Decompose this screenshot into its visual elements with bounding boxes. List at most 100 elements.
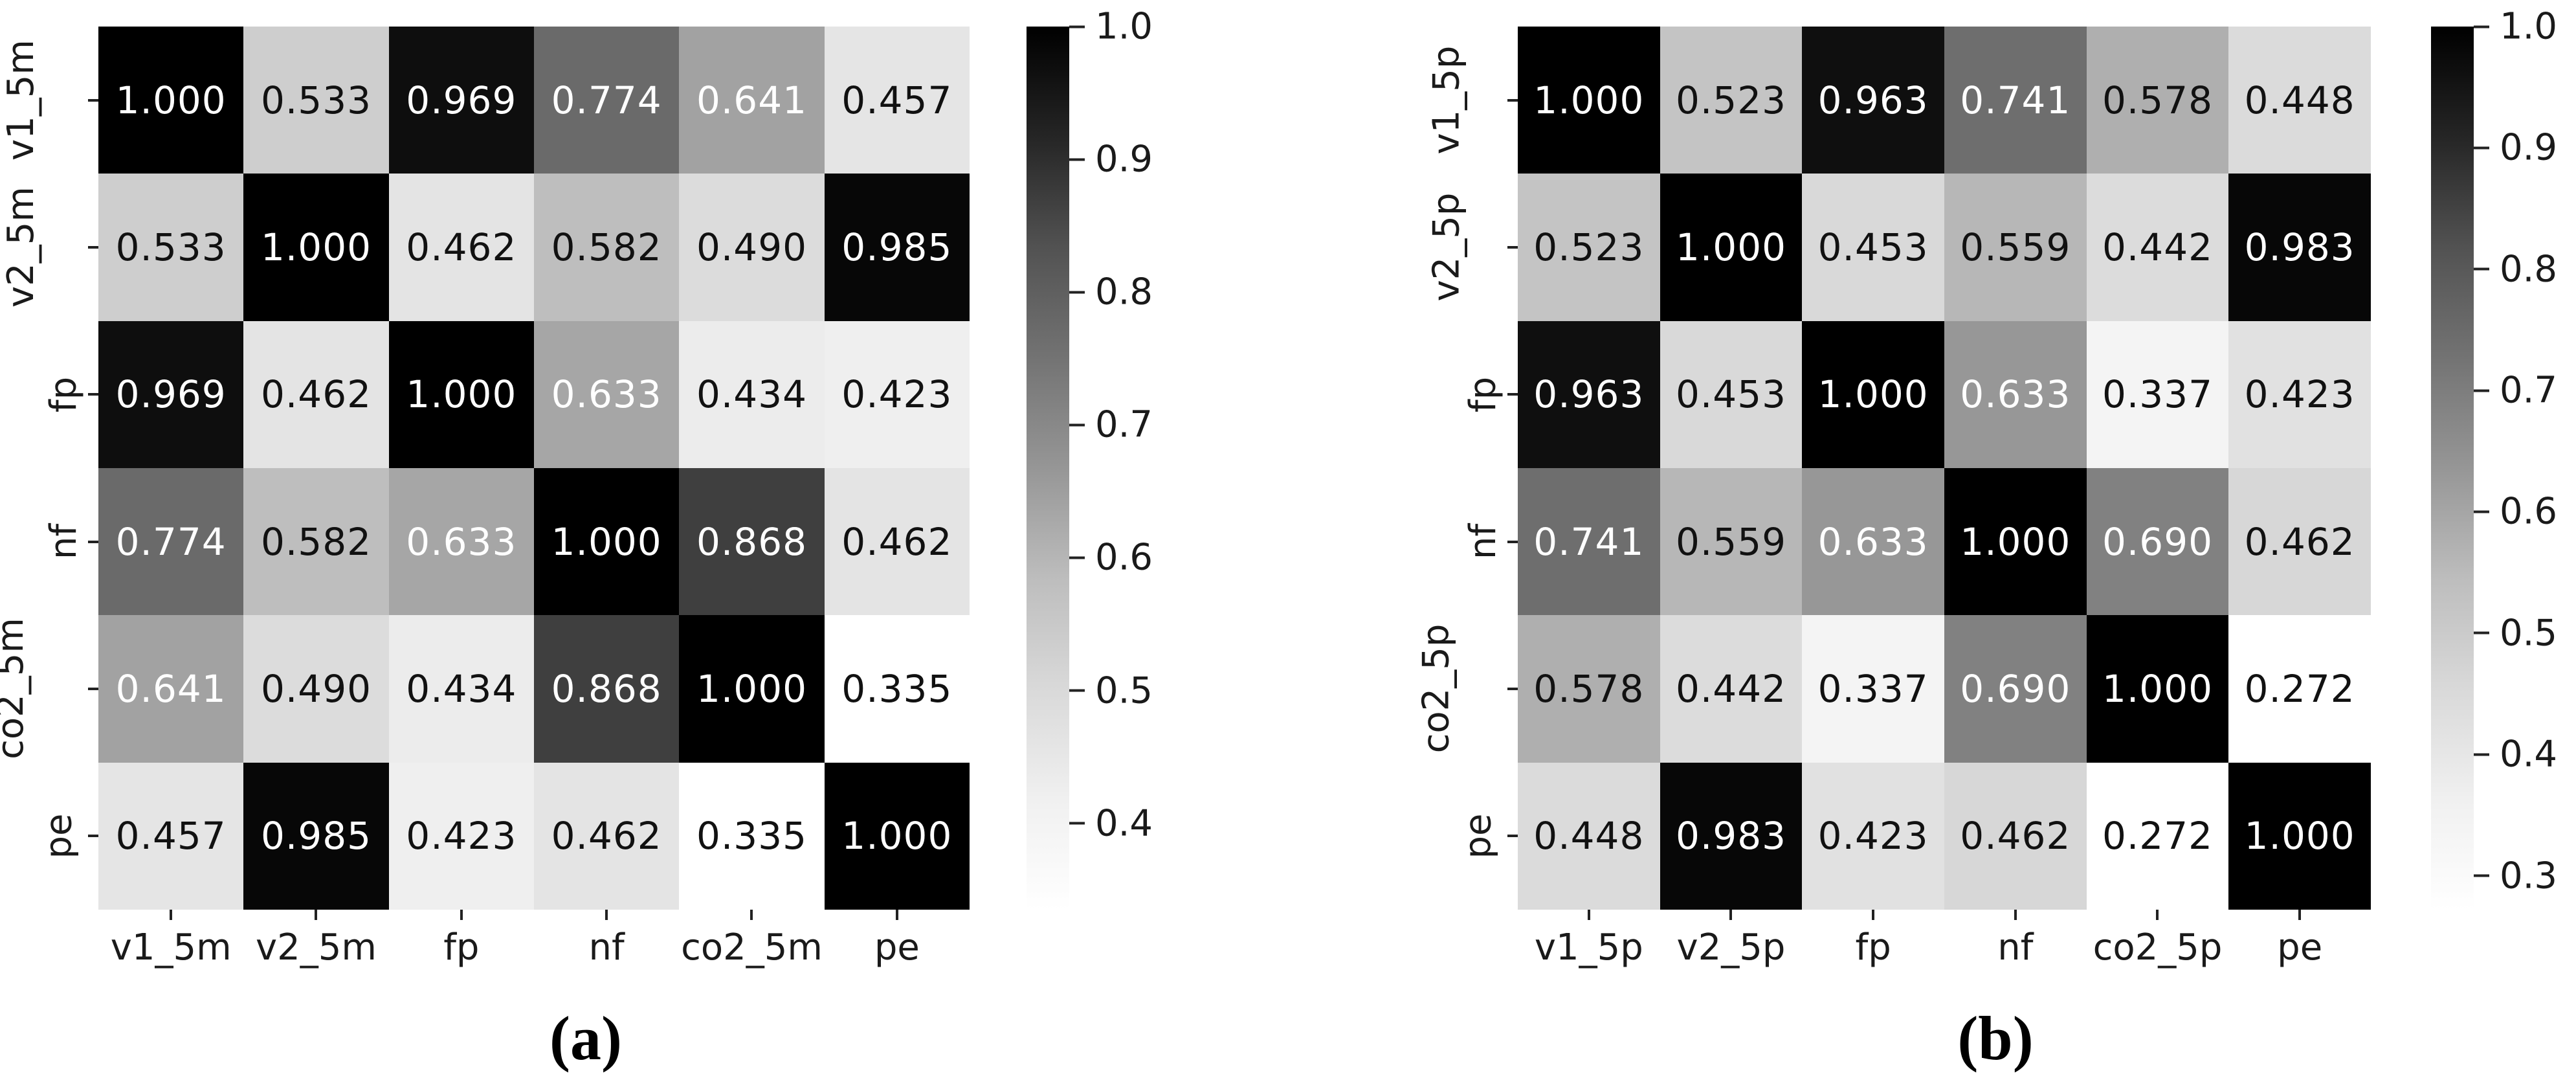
heatmap-cell: 0.434 [679, 320, 825, 468]
colorbar-tick-mark [1069, 25, 1085, 28]
colorbar-ticks: 1.0 0.9 0.8 0.7 0.6 0.5 0.4 0.3 [2474, 6, 2576, 910]
heatmap-cell: 0.774 [98, 467, 244, 616]
heatmap-cell: 0.442 [1660, 615, 1803, 763]
colorbar-tick-mark [2474, 753, 2489, 756]
heatmap-cell: 0.641 [98, 615, 244, 763]
x-axis-tick-mark [315, 910, 318, 920]
y-axis-labels: v1_5p v2_5p fp nf co2_5p pe [1416, 27, 1518, 910]
x-axis-tick-mark [2298, 910, 2302, 920]
heatmap-cell: 1.000 [388, 320, 534, 468]
heatmap-cell: 0.578 [1518, 615, 1660, 763]
x-axis-label: fp [1802, 910, 1944, 981]
colorbar-tick: 0.6 [1069, 537, 1153, 579]
heatmap-cell: 0.533 [243, 27, 389, 174]
heatmap-cell: 0.690 [2086, 467, 2229, 616]
colorbar-tick: 1.0 [1069, 6, 1153, 48]
heatmap-cell: 0.490 [243, 615, 389, 763]
x-axis-label-text: co2_5m [681, 926, 823, 969]
x-axis-label: v1_5p [1518, 910, 1660, 981]
heatmap-grid: 1.000 0.533 0.969 0.774 0.641 0.457 0.533 1.000… [98, 27, 970, 910]
y-axis-label: v1_5p [1426, 27, 1518, 174]
colorbar-tick-mark [1069, 822, 1085, 825]
y-axis-tick-mark [88, 245, 98, 249]
heatmap-cell: 0.741 [1518, 467, 1660, 616]
heatmap-cell: 1.000 [2086, 615, 2229, 763]
x-axis-tick-mark [2156, 910, 2159, 920]
x-axis-tick-mark [1872, 910, 1875, 920]
panel-caption: (a) [550, 1004, 622, 1073]
y-axis-label: v2_5p [1426, 174, 1518, 320]
heatmap-cell: 1.000 [2228, 762, 2371, 910]
colorbar-tick-mark [2474, 389, 2489, 392]
y-axis-labels: v1_5m v2_5m fp nf co2_5m pe [0, 27, 98, 910]
y-axis-tick-mark [88, 540, 98, 543]
x-axis-labels: v1_5m v2_5m fp nf co2_5m pe [98, 910, 970, 981]
x-axis-label: nf [534, 910, 679, 981]
heatmap-cell: 0.462 [824, 467, 970, 616]
panel-caption: (b) [1957, 1004, 2034, 1073]
heatmap-cell: 0.423 [2228, 320, 2371, 468]
heatmap-cell: 1.000 [1944, 467, 2087, 616]
heatmap-cell: 0.582 [243, 467, 389, 616]
x-axis-tick-mark [605, 910, 608, 920]
colorbar-tick-mark [2474, 25, 2489, 28]
x-axis-label: pe [825, 910, 970, 981]
colorbar-tick-mark [2474, 146, 2489, 150]
heatmap-cell: 0.633 [533, 320, 680, 468]
colorbar-tick-label: 0.4 [2500, 733, 2558, 776]
heatmap-cell: 0.559 [1944, 174, 2087, 321]
heatmap-cell: 0.490 [679, 174, 825, 321]
heatmap-cell: 1.000 [1518, 27, 1660, 174]
y-axis-tick-mark [88, 393, 98, 396]
y-axis-label: fp [26, 321, 98, 468]
y-axis-label-text: fp [1461, 376, 1504, 412]
heatmap-cell: 0.578 [2086, 27, 2229, 174]
x-axis-label: nf [1944, 910, 2087, 981]
heatmap-cell: 0.337 [2086, 320, 2229, 468]
x-axis-label-text: pe [2277, 926, 2323, 969]
y-axis-label: v1_5m [0, 27, 98, 174]
x-axis-tick-mark [895, 910, 898, 920]
colorbar-tick: 0.9 [1069, 139, 1153, 181]
heatmap-cell: 1.000 [1660, 174, 1803, 321]
heatmap-cell: 0.633 [1944, 320, 2087, 468]
heatmap-cell: 0.690 [1944, 615, 2087, 763]
y-axis-label: fp [1445, 321, 1518, 468]
y-axis-label: co2_5m [0, 615, 98, 762]
heatmap-cell: 0.423 [388, 762, 534, 910]
y-axis-label: co2_5p [1416, 615, 1518, 762]
y-axis-tick-mark [88, 687, 98, 690]
x-axis-label-text: co2_5p [2093, 926, 2223, 969]
y-axis-tick-mark [1507, 98, 1518, 102]
colorbar-tick-mark [1069, 423, 1085, 427]
colorbar [2431, 27, 2474, 910]
colorbar-tick-label: 0.5 [2500, 612, 2558, 655]
colorbar-tick-label: 0.7 [1095, 403, 1153, 446]
colorbar-tick-label: 1.0 [2500, 5, 2558, 48]
heatmap-cell: 1.000 [533, 467, 680, 616]
colorbar-tick-label: 1.0 [1095, 5, 1153, 48]
y-axis-tick-mark [1507, 835, 1518, 838]
heatmap-cell: 0.434 [388, 615, 534, 763]
heatmap-cell: 1.000 [1802, 320, 1944, 468]
colorbar-tick-label: 0.3 [2500, 855, 2558, 897]
y-axis-tick-mark [1507, 540, 1518, 543]
colorbar-tick: 0.3 [2474, 855, 2557, 897]
colorbar-tick: 0.7 [2474, 370, 2557, 412]
heatmap-cell: 0.969 [98, 320, 244, 468]
x-axis-tick-mark [2014, 910, 2017, 920]
colorbar-tick: 1.0 [2474, 6, 2557, 48]
colorbar-tick-mark [1069, 158, 1085, 161]
x-axis-label-text: v2_5p [1676, 926, 1786, 969]
colorbar-tick-label: 0.4 [1095, 802, 1153, 845]
x-axis-label: v1_5m [98, 910, 243, 981]
heatmap-cell: 0.462 [243, 320, 389, 468]
x-axis-label: co2_5p [2087, 910, 2229, 981]
colorbar-tick-mark [2474, 874, 2489, 877]
heatmap-cell: 0.462 [388, 174, 534, 321]
heatmap-cell: 0.969 [388, 27, 534, 174]
heatmap-cell: 0.337 [1802, 615, 1944, 763]
heatmap-cell: 0.533 [98, 174, 244, 321]
heatmap-cell: 0.423 [1802, 762, 1944, 910]
